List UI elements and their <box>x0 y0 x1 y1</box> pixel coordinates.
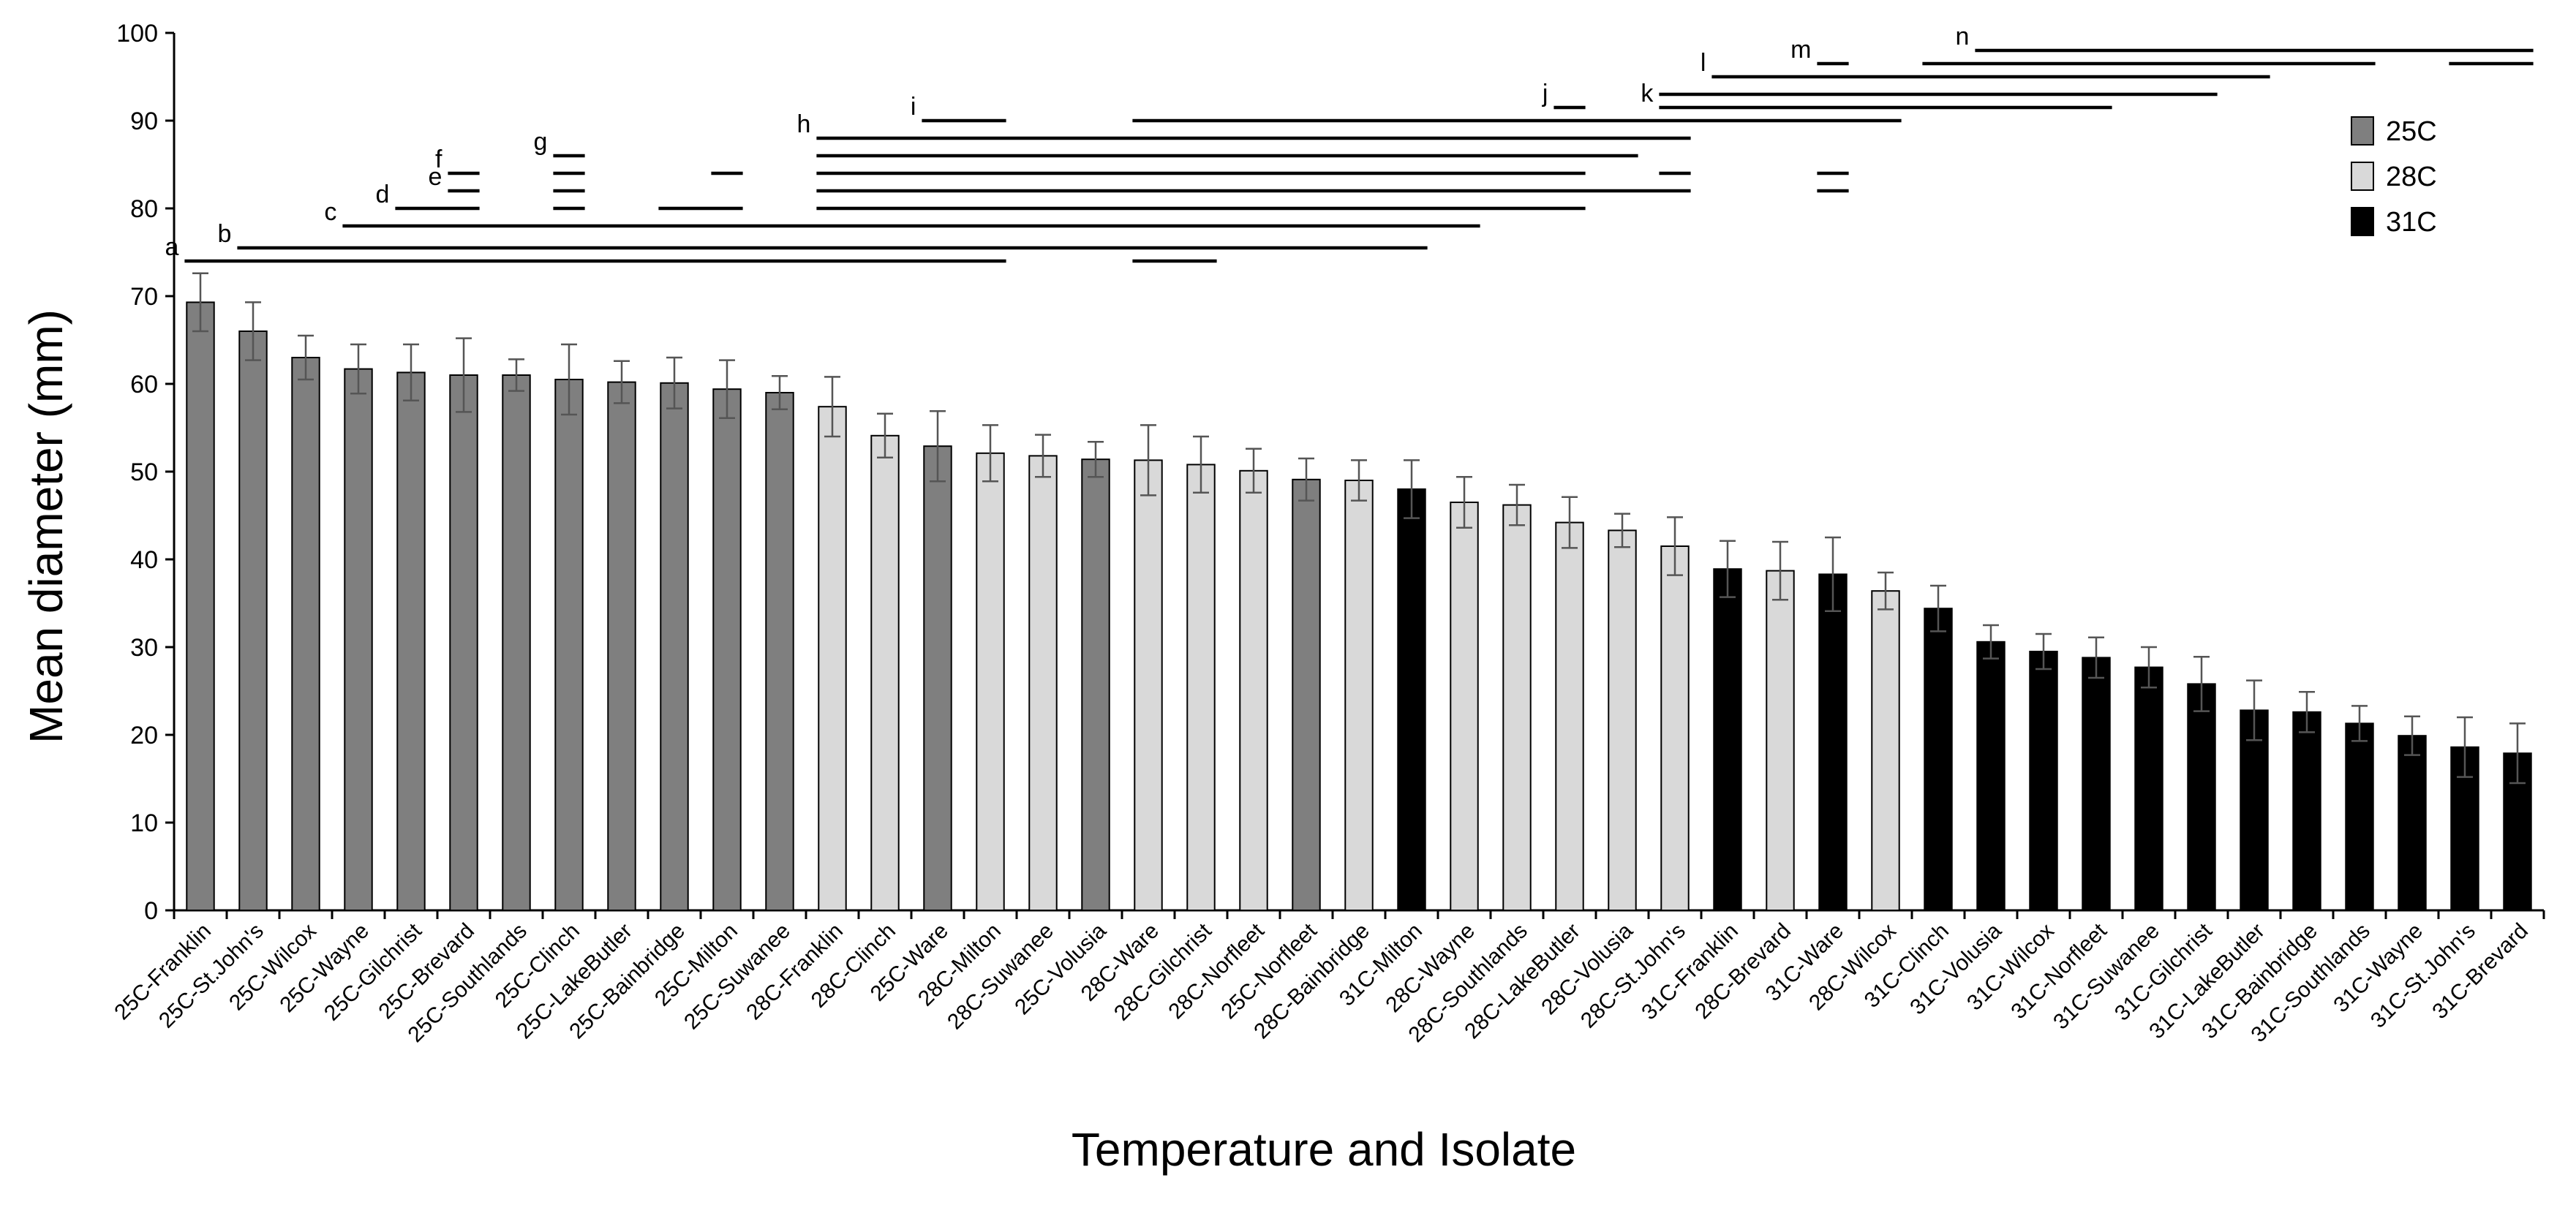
bar <box>1555 521 1584 911</box>
significance-letter: j <box>1542 80 1548 107</box>
bar <box>1450 502 1479 911</box>
bar <box>660 382 689 911</box>
significance-letter: d <box>375 181 389 208</box>
bar <box>818 406 847 911</box>
bar <box>554 379 584 911</box>
legend-swatch <box>2351 162 2374 191</box>
significance-letter: m <box>1790 36 1811 64</box>
bar <box>2292 711 2321 911</box>
y-tick-label: 100 <box>116 20 158 48</box>
bar <box>1924 608 1953 911</box>
x-axis-title: Temperature and Isolate <box>1072 1123 1576 1176</box>
bar <box>1239 469 1268 911</box>
bar <box>2082 657 2111 912</box>
y-axis-title: Mean diameter (mm) <box>20 309 72 744</box>
significance-letter: h <box>796 110 810 138</box>
bar <box>1081 458 1110 911</box>
legend-label: 28C <box>2386 162 2437 192</box>
bar <box>2398 735 2427 912</box>
bar <box>607 381 636 911</box>
bar <box>1028 455 1058 911</box>
bar <box>1186 464 1216 911</box>
bar <box>870 434 900 911</box>
legend-swatch <box>2351 116 2374 146</box>
bar <box>396 371 426 911</box>
legend: 25C 28C 31C <box>2351 116 2437 238</box>
significance-letter: f <box>435 146 442 173</box>
bar <box>2134 666 2163 911</box>
bar <box>2187 683 2216 912</box>
bar <box>1344 480 1374 911</box>
bar <box>502 374 531 911</box>
significance-letter: b <box>217 220 231 248</box>
y-tick-label: 70 <box>130 283 158 311</box>
bar <box>1766 570 1795 911</box>
bar <box>2345 722 2374 912</box>
significance-letter: n <box>1955 23 1969 50</box>
bar <box>976 452 1005 911</box>
y-tick-label: 0 <box>144 897 158 925</box>
bar <box>1608 529 1637 911</box>
bar <box>923 445 952 911</box>
bar <box>1502 504 1532 911</box>
bar <box>344 368 373 912</box>
significance-letter: k <box>1641 80 1654 107</box>
significance-letter: c <box>324 198 336 226</box>
bar <box>1713 568 1742 911</box>
bar <box>1871 590 1900 911</box>
bars-group <box>186 301 2532 912</box>
y-tick-label: 80 <box>130 195 158 223</box>
y-tick-label: 90 <box>130 107 158 135</box>
y-tick-label: 50 <box>130 458 158 486</box>
y-tick-label: 20 <box>130 722 158 749</box>
significance-letter: g <box>533 128 547 156</box>
bar <box>449 374 478 911</box>
y-tick-label: 40 <box>130 546 158 574</box>
bar <box>1134 459 1163 911</box>
bar <box>238 330 268 911</box>
significance-letter: a <box>165 233 178 261</box>
y-tick-label: 10 <box>130 809 158 837</box>
bar <box>1976 641 2006 911</box>
bar <box>1818 573 1848 912</box>
y-tick-label: 60 <box>130 371 158 398</box>
bar <box>765 392 794 911</box>
bar <box>1292 478 1321 911</box>
bar <box>2240 709 2269 912</box>
bar <box>712 388 742 911</box>
y-tick-label: 30 <box>130 634 158 662</box>
bar <box>291 357 320 911</box>
significance-letter: l <box>1701 49 1706 77</box>
bar <box>2029 651 2058 911</box>
significance-lines: a b c d ef g h i j k l m n <box>165 23 2534 263</box>
bar <box>186 301 215 911</box>
legend-label: 31C <box>2386 207 2437 238</box>
bar <box>1660 545 1690 911</box>
legend-swatch <box>2351 207 2374 236</box>
legend-label: 25C <box>2386 116 2437 147</box>
significance-letter: e <box>428 163 442 191</box>
bar <box>1397 488 1426 911</box>
category-labels: 25C-Franklin25C-St.John's25C-Wilcox25C-W… <box>110 918 2533 1047</box>
significance-letter: i <box>911 93 916 121</box>
error-bars-group <box>192 272 2526 785</box>
